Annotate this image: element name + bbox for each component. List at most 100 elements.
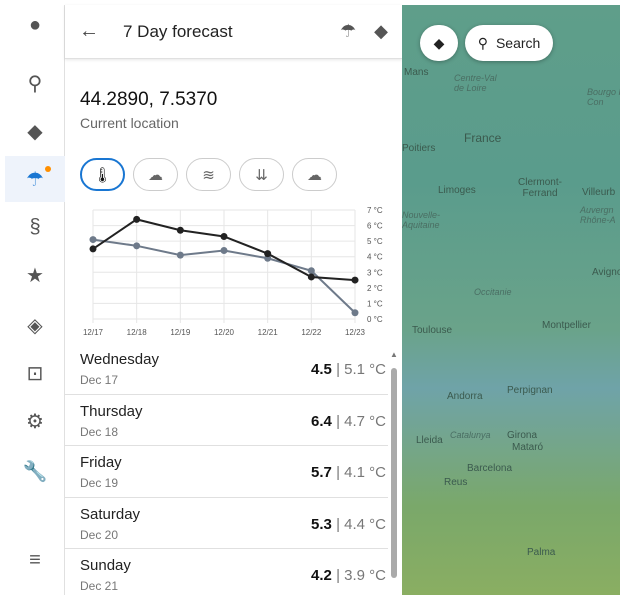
day-name: Saturday [80,505,141,523]
day-name: Thursday [80,402,143,420]
sidebar-item-route[interactable]: § [5,204,65,250]
sidebar-item-track[interactable]: ⊡ [5,350,65,396]
map[interactable]: ◆ ⚲ Search Mans Poitiers Limoges Clermont-Fe… [402,5,620,595]
data-point [351,276,359,284]
day-row[interactable]: Wednesday Dec 17 4.5 | 5.1 °C [65,343,388,395]
map-region-label: Catalunya [450,430,491,440]
sidebar-item-layers[interactable]: ◆ [5,108,65,154]
tab-cloud[interactable]: ☁ [292,158,337,191]
scrollbar-thumb[interactable] [391,368,397,578]
tab-pressure[interactable]: ⇊ [239,158,284,191]
sidebar-item-directions[interactable]: ◈ [5,302,65,348]
day-date: Dec 20 [80,527,119,542]
y-tick-label: 7 °C [367,206,383,215]
layers-icon: ◆ [27,120,43,143]
day-name: Wednesday [80,351,159,368]
y-tick-label: 3 °C [367,268,383,277]
layers-icon: ◆ [433,34,445,51]
day-date: Dec 18 [80,424,119,439]
map-city-label: Montpellier [542,320,591,331]
map-search-button[interactable]: ⚲ Search [465,25,553,61]
map-city-label: Mans [404,67,429,78]
map-city-label: Perpignan [507,385,553,396]
star-icon: ★ [26,264,44,287]
temp-low: 4.4 °C [344,515,386,533]
sidebar: ● ⚲ ◆ ☂ § ★ ◈ ⊡ ⚙ 🔧 ≡ [5,5,65,595]
notification-dot [45,166,51,172]
gear-icon: ⚙ [26,410,44,433]
search-icon: ⚲ [477,34,488,51]
cloud-icon: ☁ [307,166,322,184]
sidebar-item-search[interactable]: ⚲ [5,60,65,106]
back-arrow-icon[interactable]: ← [79,20,99,42]
sidebar-item-menu[interactable]: ≡ [5,537,65,583]
sidebar-item-umbrella[interactable]: ☂ [5,156,65,202]
day-date: Dec 21 [80,579,119,593]
coordinates: 44.2890, 7.5370 [80,89,218,110]
x-tick-label: 12/19 [170,328,191,337]
y-tick-label: 6 °C [367,222,383,231]
tab-thermometer[interactable]: 🌡 [80,158,125,191]
data-point [220,246,228,254]
y-tick-label: 1 °C [367,299,383,308]
menu-icon: ≡ [29,548,41,571]
sidebar-item-star[interactable]: ★ [5,252,65,298]
snow-icon: ☁ [148,166,163,184]
sidebar-item-gear[interactable]: ⚙ [5,398,65,444]
sidebar-item-account[interactable]: ● [5,2,65,48]
wrench-icon: 🔧 [22,460,48,483]
tab-wind[interactable]: ≋ [186,158,231,191]
map-city-label: Poitiers [402,143,436,154]
day-temps: 6.4 | 4.7 °C [311,412,386,430]
day-temps: 5.7 | 4.1 °C [311,464,386,481]
temperature-chart: 0 °C 1 °C 2 °C 3 °C 4 °C 5 °C 6 °C 7 °C 12/17 12/… [83,206,383,337]
data-point [307,267,315,275]
y-tick-label: 4 °C [367,253,383,262]
day-name: Friday [80,454,122,471]
day-row[interactable]: Thursday Dec 18 6.4 | 4.7 °C [65,395,388,446]
y-tick-label: 0 °C [367,315,383,324]
data-point [89,245,97,253]
forecast-panel: ← 7 Day forecast ☂ ◆ 44.2890, 7.5370 Cur… [65,5,402,595]
day-row[interactable]: Sunday Dec 21 4.2 | 3.9 °C [65,549,388,595]
data-point [133,242,141,250]
sidebar-item-wrench[interactable]: 🔧 [5,448,65,494]
x-tick-label: 12/22 [301,328,322,337]
tab-snow[interactable]: ☁ [133,158,178,191]
page-title: 7 Day forecast [123,21,233,41]
map-city-label: Clermont-Ferrand [518,177,562,199]
temp-high: 5.3 [311,515,332,533]
temp-high: 6.4 [311,412,332,430]
umbrella-icon: ☂ [26,168,44,191]
panel-header: ← 7 Day forecast ☂ ◆ [65,5,402,59]
track-icon: ⊡ [26,362,44,385]
x-tick-label: 12/23 [345,328,366,337]
directions-icon: ◈ [27,314,43,337]
day-date: Dec 17 [80,373,119,387]
temp-high: 4.2 [311,567,332,584]
map-region-label: Auvergn Rhône-A [580,205,616,225]
data-point [264,250,272,258]
temp-low: 5.1 °C [344,361,386,378]
x-tick-label: 12/17 [83,328,104,337]
account-icon: ● [28,13,42,36]
layers-icon[interactable]: ◆ [374,21,388,41]
pressure-icon: ⇊ [255,166,268,184]
location-label: Current location [80,115,179,131]
temp-high: 4.5 [311,361,332,378]
day-row[interactable]: Friday Dec 19 5.7 | 4.1 °C [65,446,388,498]
thermometer-icon: 🌡 [92,166,113,184]
map-layers-button[interactable]: ◆ [420,25,458,61]
metric-tabs: 🌡 ☁ ≋ ⇊ ☁ [80,158,337,191]
x-tick-label: 12/20 [214,328,235,337]
temp-high: 5.7 [311,464,332,481]
map-city-label: Mataró [512,442,544,453]
day-row[interactable]: Saturday Dec 20 5.3 | 4.4 °C [65,498,388,549]
scrollbar[interactable]: ▲ [390,350,398,595]
search-icon: ⚲ [27,72,43,95]
route-icon: § [29,215,41,238]
day-list: Wednesday Dec 17 4.5 | 5.1 °C Thursday Dec 1… [65,343,388,595]
day-temps: 4.5 | 5.1 °C [311,361,386,378]
map-city-label: Lleida [416,435,443,446]
umbrella-icon[interactable]: ☂ [340,21,357,41]
